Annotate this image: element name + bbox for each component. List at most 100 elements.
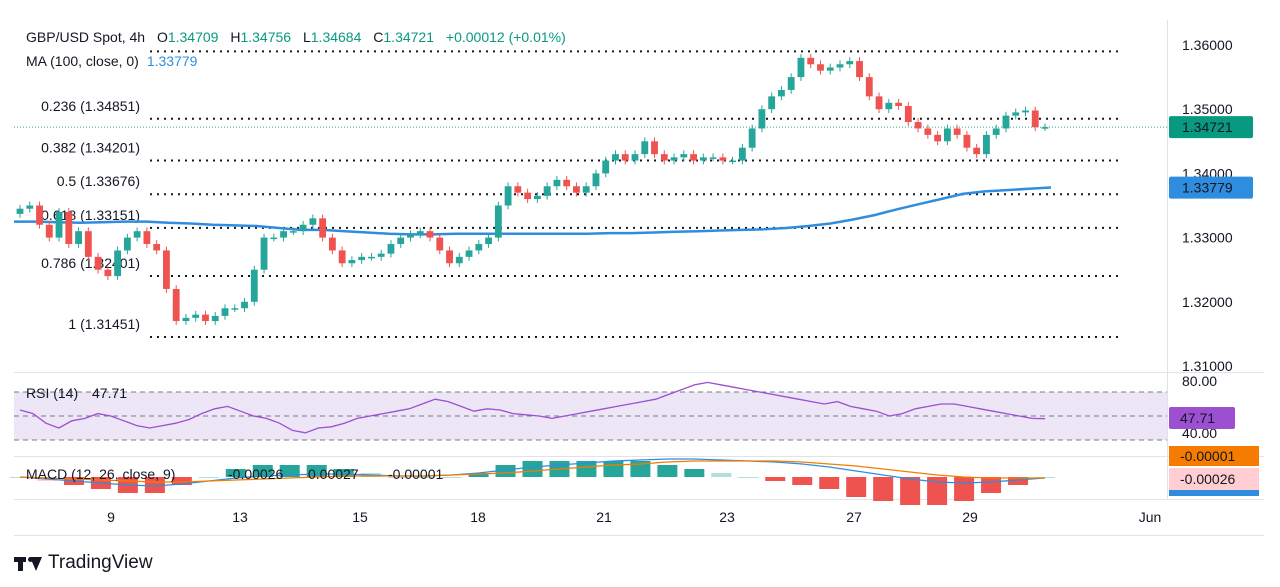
signal-polyline: [19, 460, 1045, 483]
candle-body: [358, 256, 366, 261]
candle-body: [602, 160, 610, 174]
candle-body: [992, 128, 1000, 135]
macd-histogram-bar: [522, 461, 543, 477]
candle-body: [475, 244, 483, 251]
price-tick-label: 1.35000: [1182, 101, 1233, 117]
ma-price-tag: [1169, 176, 1253, 199]
candle-body: [1041, 127, 1049, 129]
candle-body: [368, 256, 375, 259]
macd-hist-tag: [1169, 468, 1259, 490]
price-tick-label: 1.33000: [1182, 230, 1233, 246]
macd-legend-value: -0.00026: [228, 466, 283, 482]
candle-body: [397, 237, 405, 245]
candle-body: [494, 205, 502, 238]
macd-histogram-bar: [414, 477, 435, 478]
macd-histogram-bar: [576, 461, 597, 477]
candle-body: [192, 314, 200, 318]
macd-histogram-bar: [252, 465, 273, 477]
fib-label: 0.5 (1.33676): [57, 173, 140, 189]
macd-histogram-bar: [738, 477, 759, 478]
candle-body: [426, 231, 434, 238]
rsi-tick-label: 80.00: [1182, 373, 1217, 389]
candle-body: [748, 128, 756, 148]
ma-legend: MA (100, close, 0) 1.33779: [26, 53, 198, 69]
candle-body: [123, 237, 131, 251]
candle-body: [416, 231, 424, 235]
candle-body: [631, 154, 639, 161]
candle-body: [348, 260, 356, 264]
macd-histogram-bar: [279, 465, 300, 477]
candle-body: [436, 237, 444, 251]
candle-body: [26, 205, 34, 209]
candle-body: [299, 224, 307, 232]
time-tick-label: 13: [232, 509, 248, 525]
candle-body: [846, 61, 854, 65]
candle-body: [65, 211, 73, 245]
price-tick-label: 1.32000: [1182, 294, 1233, 310]
rsi-polyline: [19, 381, 1046, 434]
candle-body: [387, 244, 395, 254]
candle-body: [260, 237, 268, 270]
candle-body: [143, 231, 151, 245]
fib-levels: 0.236 (1.34851) 0.382 (1.34201) 0.5 (1.336…: [14, 50, 1167, 339]
ma-line: [14, 186, 1052, 236]
rsi-series: RSI (14) 47.71: [14, 381, 1167, 441]
candle-body: [778, 89, 785, 97]
time-tick-label: 15: [352, 509, 368, 525]
candle-body: [797, 57, 805, 78]
candle-body: [543, 186, 551, 196]
candle-body: [221, 308, 229, 316]
candle-body: [621, 154, 629, 161]
macd-histogram-bar: [954, 477, 975, 501]
candle-body: [202, 314, 209, 322]
candle-body: [250, 269, 258, 302]
candle-body: [709, 157, 717, 159]
macd-signal-tag-label: -0.00001: [1180, 448, 1235, 464]
macd-legend: MACD (12, 26, close, 9): [26, 466, 175, 482]
candle-body: [338, 250, 346, 264]
candle-body: [904, 105, 912, 123]
candle-body: [651, 141, 658, 155]
candle-body: [280, 231, 287, 238]
candle-body: [1031, 110, 1039, 128]
fib-label: 0.236 (1.34851): [41, 98, 140, 114]
tradingview-logo-text: TradingView: [48, 552, 153, 573]
candle-body: [924, 128, 932, 135]
macd-histogram-bar: [603, 461, 624, 477]
macd-histogram-bar: [198, 477, 219, 478]
candle-body: [573, 186, 580, 193]
last-price-tag: [1169, 116, 1253, 139]
candle-body: [1002, 115, 1010, 129]
macd-histogram-bar: [684, 469, 705, 477]
macd-signal-tag: [1169, 446, 1259, 466]
time-tick-label: 29: [962, 509, 978, 525]
axes: 1.360001.350001.340001.330001.320001.310…: [107, 37, 1259, 525]
candle-body: [524, 192, 532, 200]
candle-body: [680, 154, 688, 158]
macd-histogram-bar: [468, 473, 489, 477]
symbol-title: GBP/USD Spot, 4h O1.34709 H1.34756 L1.34…: [26, 29, 566, 45]
candle-body: [914, 122, 922, 129]
macd-histogram-bar: [495, 465, 516, 477]
rsi-value-tag: [1169, 407, 1235, 429]
macd-histogram-bar: [387, 477, 408, 478]
candle-body: [1022, 110, 1029, 113]
candle-body: [865, 77, 873, 97]
candle-body: [670, 157, 678, 161]
rsi-legend-value: 47.71: [92, 385, 127, 401]
candle-body: [319, 218, 327, 238]
candle-body: [836, 64, 844, 68]
last-price-tag-label: 1.34721: [1182, 119, 1233, 135]
candle-body: [328, 237, 336, 251]
candle-body: [895, 102, 902, 106]
candle-body: [612, 154, 619, 161]
candle-body: [514, 186, 522, 193]
macd-histogram-bar: [171, 477, 192, 485]
macd-histogram-bar: [225, 469, 246, 477]
candle-body: [690, 154, 697, 161]
time-tick-label: Jun: [1139, 509, 1162, 525]
macd-histogram-bar: [846, 477, 867, 497]
ma-polyline: [14, 186, 1052, 236]
candle-body: [309, 218, 317, 225]
macd-histogram-bar: [927, 477, 948, 505]
